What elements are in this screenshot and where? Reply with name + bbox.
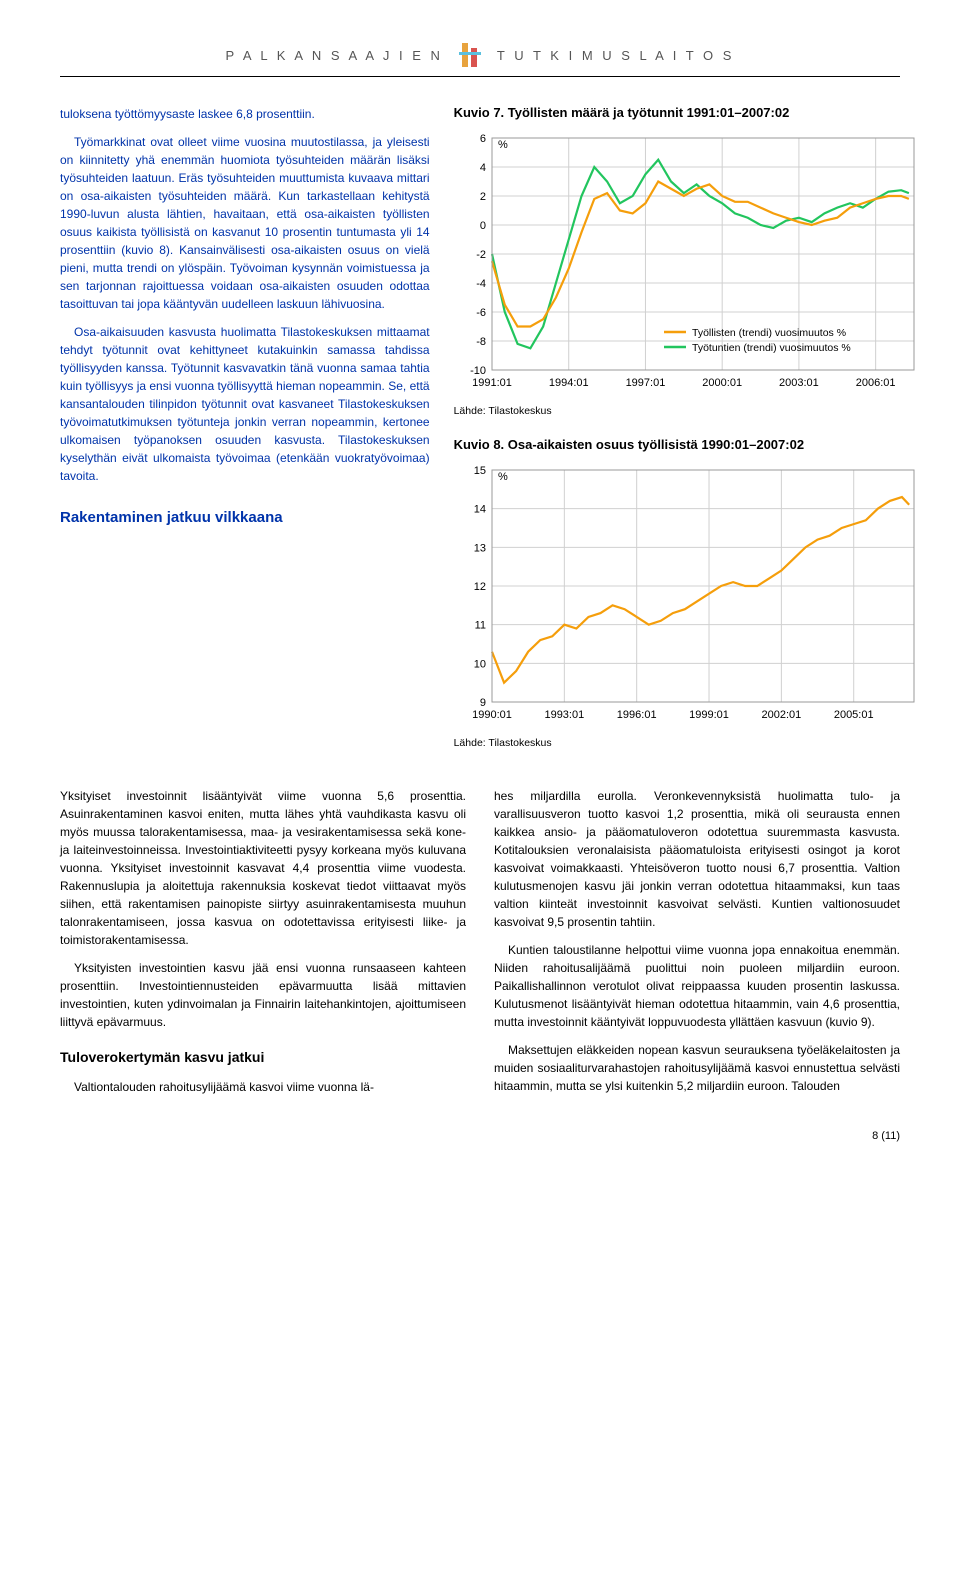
bottom-right-p3: Maksettujen eläkkeiden nopean kasvun seu… — [494, 1041, 900, 1095]
svg-text:1996:01: 1996:01 — [616, 709, 656, 721]
svg-text:2: 2 — [479, 191, 485, 203]
bottom-right-p2: Kuntien taloustilanne helpottui viime vu… — [494, 941, 900, 1031]
svg-text:-2: -2 — [476, 249, 486, 261]
svg-text:1993:01: 1993:01 — [544, 709, 584, 721]
section-heading-rakentaminen: Rakentaminen jatkuu vilkkaana — [60, 507, 430, 530]
subheading-tulovero: Tuloverokertymän kasvu jatkui — [60, 1047, 466, 1068]
page-header: P A L K A N S A A J I E N T U T K I M U … — [60, 40, 900, 77]
svg-text:2003:01: 2003:01 — [779, 377, 819, 389]
chart-8-svg: 9 10 11 12 13 14 15 1990:01 1993:01 1996:01 1999:0… — [454, 460, 924, 730]
chart-7-svg: -10 -8 -6 -4 -2 0 2 4 6 1991:01 1994:01 1997:01 2000… — [454, 128, 924, 398]
chart-8-title: Kuvio 8. Osa-aikaisten osuus työllisistä… — [454, 437, 924, 452]
svg-text:9: 9 — [479, 697, 485, 709]
bottom-right-p1: hes miljardilla eurolla. Veronkevennyksi… — [494, 787, 900, 931]
page-root: P A L K A N S A A J I E N T U T K I M U … — [0, 0, 960, 1172]
logo-icon — [455, 40, 485, 70]
charts-column: Kuvio 7. Työllisten määrä ja työtunnit 1… — [454, 105, 924, 769]
chart-8-source: Lähde: Tilastokeskus — [454, 737, 924, 749]
svg-text:2005:01: 2005:01 — [833, 709, 873, 721]
svg-text:-6: -6 — [476, 307, 486, 319]
svg-text:15: 15 — [473, 465, 485, 477]
svg-text:11: 11 — [474, 620, 485, 632]
para-1: tuloksena työttömyysaste laskee 6,8 pros… — [60, 105, 430, 123]
svg-text:%: % — [498, 471, 508, 483]
chart-7-source: Lähde: Tilastokeskus — [454, 405, 924, 417]
header-left: P A L K A N S A A J I E N — [226, 48, 443, 63]
chart-8: Kuvio 8. Osa-aikaisten osuus työllisistä… — [454, 437, 924, 749]
svg-text:-10: -10 — [470, 365, 486, 377]
header-right: T U T K I M U S L A I T O S — [497, 48, 735, 63]
svg-text:6: 6 — [479, 133, 485, 145]
para-3: Osa-aikaisuuden kasvusta huolimatta Tila… — [60, 323, 430, 485]
svg-text:1994:01: 1994:01 — [548, 377, 588, 389]
svg-text:12: 12 — [473, 581, 485, 593]
bottom-right-col: hes miljardilla eurolla. Veronkevennyksi… — [494, 787, 900, 1106]
page-number: 8 (11) — [60, 1130, 900, 1142]
svg-text:-8: -8 — [476, 336, 486, 348]
chart-7: Kuvio 7. Työllisten määrä ja työtunnit 1… — [454, 105, 924, 417]
svg-text:Työllisten (trendi) vuosimuuto: Työllisten (trendi) vuosimuutos % — [692, 327, 846, 339]
svg-text:14: 14 — [473, 504, 485, 516]
svg-text:10: 10 — [473, 658, 485, 670]
svg-text:%: % — [498, 139, 508, 151]
left-text-column: tuloksena työttömyysaste laskee 6,8 pros… — [60, 105, 430, 769]
svg-text:2000:01: 2000:01 — [702, 377, 742, 389]
bottom-left-p2: Yksityisten investointien kasvu jää ensi… — [60, 959, 466, 1031]
svg-text:1997:01: 1997:01 — [625, 377, 665, 389]
bottom-two-columns: Yksityiset investoinnit lisääntyivät vii… — [60, 787, 900, 1106]
svg-text:2002:01: 2002:01 — [761, 709, 801, 721]
bottom-left-p1: Yksityiset investoinnit lisääntyivät vii… — [60, 787, 466, 949]
svg-text:4: 4 — [479, 162, 485, 174]
svg-text:2006:01: 2006:01 — [855, 377, 895, 389]
bottom-left-p3: Valtiontalouden rahoitusylijäämä kasvoi … — [60, 1078, 466, 1096]
svg-text:1990:01: 1990:01 — [472, 709, 512, 721]
chart-7-title: Kuvio 7. Työllisten määrä ja työtunnit 1… — [454, 105, 924, 120]
svg-text:13: 13 — [473, 542, 485, 554]
bottom-left-col: Yksityiset investoinnit lisääntyivät vii… — [60, 787, 466, 1106]
svg-text:-4: -4 — [476, 278, 486, 290]
svg-text:1999:01: 1999:01 — [689, 709, 729, 721]
para-2: Työmarkkinat ovat olleet viime vuosina m… — [60, 133, 430, 313]
svg-text:1991:01: 1991:01 — [472, 377, 512, 389]
svg-text:Työtuntien (trendi) vuosimuuto: Työtuntien (trendi) vuosimuutos % — [692, 342, 851, 354]
svg-text:0: 0 — [479, 220, 485, 232]
